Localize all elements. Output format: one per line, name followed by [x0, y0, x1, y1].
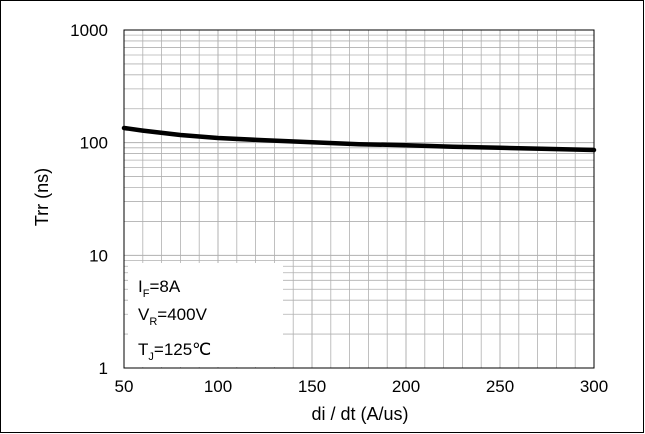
y-tick-labels: 1 10 100 1000	[70, 21, 108, 378]
x-tick-label: 150	[298, 377, 326, 396]
series-line	[121, 125, 597, 153]
y-tick-label: 100	[80, 134, 108, 153]
y-tick-label: 1000	[70, 21, 108, 40]
plot-area-border	[123, 29, 595, 369]
y-tick-label: 1	[99, 359, 108, 378]
x-axis-title: di / dt (A/us)	[311, 404, 408, 424]
y-axis-title: Trr (ns)	[32, 168, 52, 226]
x-tick-label: 200	[392, 377, 420, 396]
x-tick-label: 100	[204, 377, 232, 396]
x-tick-label: 300	[580, 377, 608, 396]
annotation-if: IF=8A	[138, 277, 181, 300]
annotation-tj: TJ=125℃	[138, 340, 211, 363]
annotation-vr: VR=400V	[138, 305, 208, 328]
x-tick-labels: 50 100 150 200 250 300	[115, 377, 609, 396]
x-tick-label: 50	[115, 377, 134, 396]
annotation-box: IF=8A VR=400V TJ=125℃	[128, 263, 283, 367]
y-tick-label: 10	[89, 246, 108, 265]
x-tick-label: 250	[486, 377, 514, 396]
